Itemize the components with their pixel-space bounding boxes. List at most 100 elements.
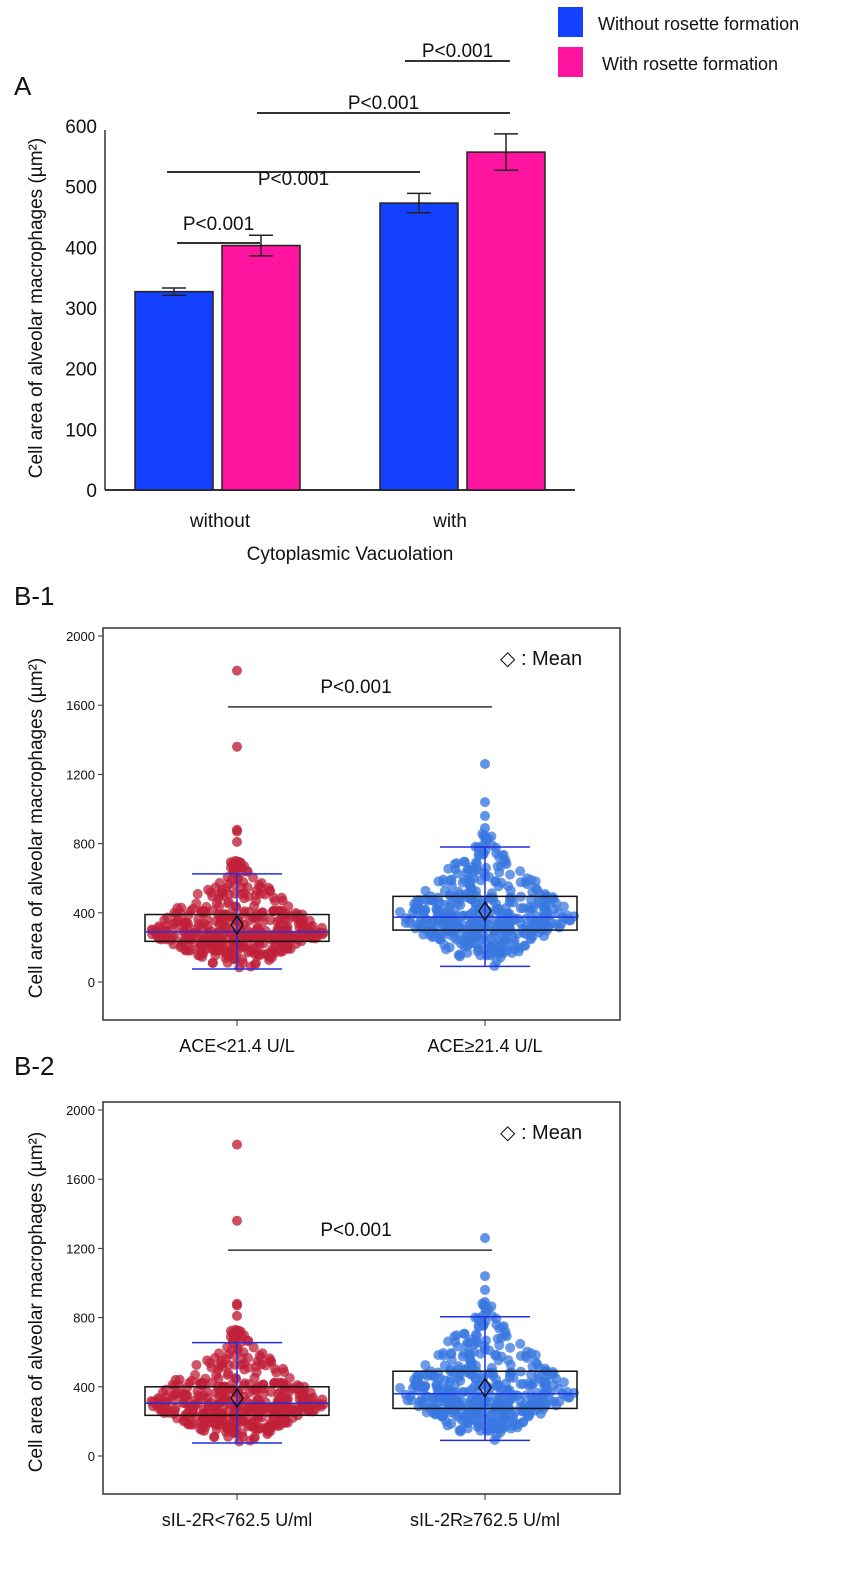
- y-tick-label: 800: [73, 837, 95, 852]
- data-point: [260, 1360, 271, 1371]
- data-point: [461, 1365, 472, 1376]
- outlier-point: [232, 665, 242, 676]
- data-point: [489, 1421, 500, 1432]
- data-point: [471, 857, 482, 868]
- data-point: [245, 961, 256, 972]
- data-point: [427, 1399, 438, 1410]
- plot-frame: [102, 1101, 621, 1495]
- data-point: [220, 953, 231, 964]
- data-point: [219, 1400, 230, 1411]
- data-point: [514, 943, 525, 954]
- data-point: [466, 1415, 477, 1426]
- data-point: [271, 1400, 282, 1411]
- data-point: [227, 945, 238, 956]
- data-point: [236, 1359, 247, 1370]
- data-point: [192, 1386, 203, 1397]
- data-point: [471, 1329, 482, 1340]
- data-point: [457, 1415, 468, 1426]
- data-point: [439, 1385, 450, 1396]
- data-point: [506, 1393, 517, 1404]
- data-point: [192, 888, 203, 899]
- data-point: [461, 890, 472, 901]
- data-point: [425, 921, 436, 932]
- data-point: [230, 901, 241, 912]
- data-point: [297, 1400, 308, 1411]
- data-point: [215, 1418, 226, 1429]
- data-point: [193, 914, 204, 925]
- data-point: [443, 1336, 454, 1347]
- data-point: [433, 876, 444, 887]
- y-tick-label: 1600: [66, 698, 95, 713]
- data-point: [223, 898, 234, 909]
- x-tick-label: without: [189, 511, 251, 532]
- data-point: [294, 1389, 305, 1400]
- p-value-label: P<0.001: [320, 1220, 391, 1241]
- data-point: [461, 867, 472, 878]
- data-point: [191, 1359, 202, 1370]
- data-point: [233, 916, 244, 927]
- data-point: [496, 916, 507, 927]
- outlier-point: [480, 1284, 490, 1295]
- data-point: [488, 930, 499, 941]
- data-point: [222, 1370, 233, 1381]
- x-tick-label: sIL-2R≥762.5 U/ml: [410, 1510, 560, 1530]
- data-point: [466, 1384, 477, 1395]
- data-point: [505, 1342, 516, 1353]
- data-point: [494, 904, 505, 915]
- outlier-point: [232, 1310, 242, 1321]
- data-point: [250, 895, 261, 906]
- data-point: [207, 1377, 218, 1388]
- data-point: [475, 1348, 486, 1359]
- data-point: [221, 1427, 232, 1438]
- data-point: [443, 863, 454, 874]
- data-point: [534, 888, 545, 899]
- y-tick-label: 400: [73, 1380, 95, 1395]
- data-point: [249, 1423, 260, 1434]
- data-point: [394, 1383, 405, 1394]
- mean-marker: [230, 1387, 244, 1409]
- x-tick-label: ACE<21.4 U/L: [179, 1036, 295, 1056]
- y-tick-label: 800: [73, 1311, 95, 1326]
- data-point: [433, 1349, 444, 1360]
- data-point: [473, 942, 484, 953]
- data-point: [153, 923, 164, 934]
- data-point: [216, 885, 227, 896]
- data-point: [258, 1402, 269, 1413]
- outlier-point: [232, 1215, 242, 1226]
- data-point: [273, 944, 284, 955]
- data-point: [209, 1432, 220, 1443]
- bar: [466, 151, 546, 491]
- mean-marker: [478, 900, 492, 922]
- data-point: [479, 920, 490, 931]
- data-point: [242, 882, 253, 893]
- data-point: [453, 950, 464, 961]
- data-point: [405, 1391, 416, 1402]
- data-point: [413, 1401, 424, 1412]
- mean-legend: ◇ : Mean: [500, 1122, 582, 1144]
- data-point: [465, 881, 476, 892]
- mean-marker: [230, 914, 244, 936]
- data-point: [207, 958, 218, 969]
- y-tick-label: 1200: [66, 1241, 95, 1256]
- data-point: [230, 1372, 241, 1383]
- data-point: [530, 1350, 541, 1361]
- data-point: [485, 893, 496, 904]
- data-point: [469, 866, 480, 877]
- data-point: [472, 925, 483, 936]
- data-point: [434, 1373, 445, 1384]
- data-point: [438, 1410, 449, 1421]
- data-point: [513, 1419, 524, 1430]
- data-point: [522, 1346, 533, 1357]
- data-point: [510, 1406, 521, 1417]
- data-point: [244, 1435, 255, 1446]
- data-point: [250, 949, 261, 960]
- y-tick-label: 400: [65, 238, 97, 259]
- data-point: [259, 889, 270, 900]
- data-point: [453, 897, 464, 908]
- data-point: [545, 1395, 556, 1406]
- data-point: [147, 929, 158, 940]
- data-point: [475, 950, 486, 961]
- data-point: [216, 1355, 227, 1366]
- y-axis-label: Cell area of alveolar macrophages (µm²): [26, 1132, 47, 1472]
- data-point: [257, 948, 268, 959]
